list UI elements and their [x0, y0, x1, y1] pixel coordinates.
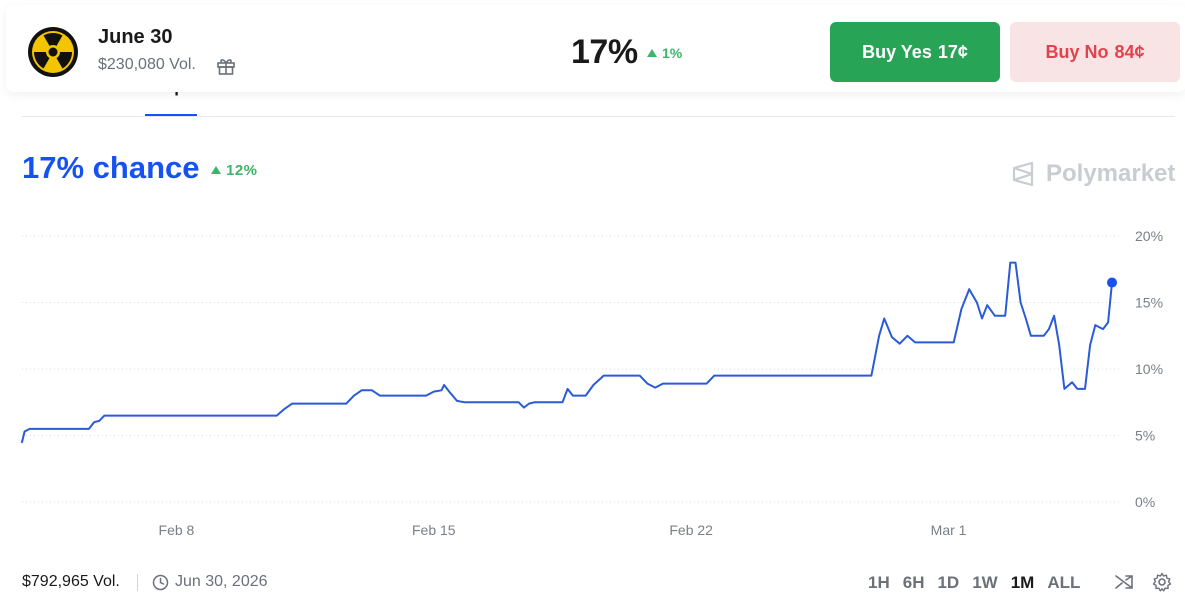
chance-change-value: 12% [226, 162, 258, 179]
x-axis: Feb 8 Feb 15 Feb 22 Mar 1 [159, 522, 967, 538]
radiation-icon [28, 27, 78, 77]
polymarket-watermark: Polymarket [1010, 160, 1175, 188]
probability-change-value: 1% [662, 45, 683, 61]
x-tick-label: Feb 15 [412, 522, 456, 538]
chance-headline: 17% chance [22, 150, 200, 185]
watermark-text: Polymarket [1046, 160, 1176, 187]
total-volume: $792,965 Vol. [22, 573, 120, 590]
up-arrow-icon [647, 49, 657, 57]
end-date: Jun 30, 2026 [175, 573, 268, 590]
probability-change: 1% [647, 45, 682, 61]
x-tick-label: Feb 22 [669, 522, 713, 538]
polymarket-logo-icon [1012, 161, 1034, 187]
range-1d[interactable]: 1D [937, 573, 960, 592]
y-tick-label: 20% [1135, 228, 1163, 244]
series-line [21, 261, 1113, 444]
buy-no-label: Buy No [1045, 41, 1109, 62]
shuffle-icon[interactable] [1114, 572, 1134, 592]
chart-grid [22, 235, 1120, 503]
y-tick-label: 10% [1135, 361, 1163, 377]
current-point [1107, 277, 1117, 288]
buy-yes-price: 17¢ [937, 41, 968, 62]
range-1h[interactable]: 1H [868, 573, 890, 592]
gear-icon[interactable] [1152, 572, 1172, 592]
buy-yes-button[interactable]: Buy Yes 17¢ [830, 22, 1000, 82]
clock-icon [152, 574, 169, 591]
footer-divider [137, 574, 138, 591]
y-axis: 20% 15% 10% 5% 0% [1135, 228, 1163, 510]
range-6h[interactable]: 6H [902, 573, 925, 592]
x-tick-label: Mar 1 [931, 522, 967, 538]
y-tick-label: 0% [1135, 494, 1155, 510]
chance-change: 12% [211, 162, 258, 179]
range-1m[interactable]: 1M [1010, 573, 1035, 592]
active-tab-indicator [145, 114, 197, 116]
buy-no-price: 84¢ [1114, 41, 1145, 62]
gift-icon[interactable] [216, 56, 236, 76]
buy-yes-label: Buy Yes [862, 41, 932, 62]
market-title: June 30 [98, 26, 173, 48]
time-range-selector: 1H 6H 1D 1W 1M ALL [868, 573, 1093, 593]
current-probability: 17% [571, 33, 638, 71]
range-1w[interactable]: 1W [972, 573, 998, 592]
range-all[interactable]: ALL [1047, 573, 1081, 592]
market-header: June 30 $230,080 Vol. 17% 1% Buy Yes 17¢… [6, 5, 1185, 92]
x-tick-label: Feb 8 [159, 522, 195, 538]
market-volume: $230,080 Vol. [98, 56, 196, 73]
buy-no-button[interactable]: Buy No 84¢ [1010, 22, 1180, 82]
up-arrow-icon [211, 166, 221, 174]
y-tick-label: 15% [1135, 295, 1163, 311]
y-tick-label: 5% [1135, 428, 1155, 444]
